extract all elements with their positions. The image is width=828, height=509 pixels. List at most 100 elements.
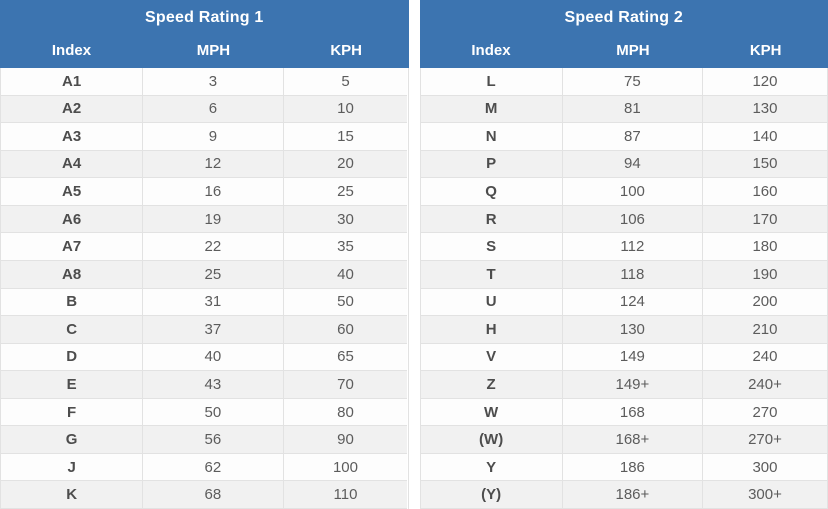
column-header-mph: MPH [616, 41, 650, 59]
table-title: Speed Rating 2 [419, 0, 828, 36]
mph-cell: 43 [143, 371, 284, 399]
index-cell: (W) [420, 426, 563, 454]
kph-cell: 270+ [703, 426, 827, 454]
kph-cell: 120 [703, 68, 827, 96]
mph-cell: 106 [562, 205, 703, 234]
index-cell: A5 [1, 178, 144, 206]
kph-cell: 60 [283, 316, 408, 344]
kph-cell: 150 [703, 150, 827, 179]
index-cell: A4 [1, 150, 144, 179]
index-cell: A1 [1, 68, 144, 96]
kph-cell: 40 [283, 260, 408, 289]
index-cell: L [420, 68, 563, 96]
index-cell: T [420, 260, 563, 289]
index-cell: H [420, 316, 563, 344]
mph-cell: 186 [562, 453, 703, 482]
kph-cell: 50 [283, 288, 408, 317]
kph-cell: 10 [283, 95, 408, 124]
kph-cell: 300 [703, 453, 827, 482]
mph-cell: 118 [562, 260, 703, 289]
column-header-row: Index MPH KPH [419, 36, 828, 68]
mph-cell: 130 [562, 316, 703, 344]
column-header-kph: KPH [330, 41, 363, 59]
table-body: L 75 120 M 81 130 N 87 140 P 94 150 Q 100 160 R 106 170 S 1… [419, 68, 828, 509]
index-cell: B [1, 288, 144, 317]
index-cell: A2 [1, 95, 144, 124]
index-cell: S [420, 233, 563, 261]
mph-cell: 124 [562, 288, 703, 317]
index-cell: W [420, 398, 563, 427]
speed-rating-table-1: Speed Rating 1 Index MPH KPH A1 3 5 A2 6 10 A3… [0, 0, 409, 509]
index-cell: U [420, 288, 563, 317]
kph-cell: 130 [703, 95, 827, 124]
mph-cell: 31 [143, 288, 284, 317]
index-cell: A7 [1, 233, 144, 261]
kph-cell: 270 [703, 398, 827, 427]
kph-cell: 180 [703, 233, 827, 261]
index-cell: Z [420, 371, 563, 399]
index-cell: (Y) [420, 481, 563, 509]
mph-cell: 68 [143, 481, 284, 509]
index-cell: N [420, 123, 563, 151]
index-cell: K [1, 481, 144, 509]
index-cell: Q [420, 178, 563, 206]
mph-cell: 9 [143, 123, 284, 151]
kph-cell: 100 [283, 453, 408, 482]
index-cell: A6 [1, 205, 144, 234]
kph-cell: 160 [703, 178, 827, 206]
kph-cell: 25 [283, 178, 408, 206]
index-cell: A8 [1, 260, 144, 289]
kph-cell: 5 [283, 68, 408, 96]
index-cell: R [420, 205, 563, 234]
index-cell: V [420, 343, 563, 372]
kph-cell: 20 [283, 150, 408, 179]
kph-cell: 90 [283, 426, 408, 454]
kph-cell: 80 [283, 398, 408, 427]
mph-cell: 75 [562, 68, 703, 96]
mph-cell: 25 [143, 260, 284, 289]
mph-cell: 168+ [562, 426, 703, 454]
index-cell: Y [420, 453, 563, 482]
mph-cell: 40 [143, 343, 284, 372]
mph-cell: 50 [143, 398, 284, 427]
mph-cell: 87 [562, 123, 703, 151]
index-cell: G [1, 426, 144, 454]
kph-cell: 190 [703, 260, 827, 289]
mph-cell: 100 [562, 178, 703, 206]
index-cell: A3 [1, 123, 144, 151]
kph-cell: 65 [283, 343, 408, 372]
index-cell: E [1, 371, 144, 399]
index-cell: M [420, 95, 563, 124]
mph-cell: 168 [562, 398, 703, 427]
mph-cell: 149 [562, 343, 703, 372]
kph-cell: 35 [283, 233, 408, 261]
mph-cell: 3 [143, 68, 284, 96]
index-cell: F [1, 398, 144, 427]
kph-cell: 210 [703, 316, 827, 344]
kph-cell: 240+ [703, 371, 827, 399]
mph-cell: 12 [143, 150, 284, 179]
kph-cell: 110 [283, 481, 408, 509]
kph-cell: 30 [283, 205, 408, 234]
mph-cell: 56 [143, 426, 284, 454]
column-header-row: Index MPH KPH [0, 36, 409, 68]
mph-cell: 94 [562, 150, 703, 179]
mph-cell: 19 [143, 205, 284, 234]
mph-cell: 22 [143, 233, 284, 261]
column-header-index: Index [471, 41, 511, 59]
speed-rating-table-2: Speed Rating 2 Index MPH KPH L 75 120 M 81 13… [419, 0, 828, 509]
index-cell: J [1, 453, 144, 482]
column-header-kph: KPH [749, 41, 782, 59]
kph-cell: 170 [703, 205, 827, 234]
mph-cell: 112 [562, 233, 703, 261]
kph-cell: 200 [703, 288, 827, 317]
mph-cell: 37 [143, 316, 284, 344]
mph-cell: 16 [143, 178, 284, 206]
kph-cell: 15 [283, 123, 408, 151]
index-cell: C [1, 316, 144, 344]
table-title: Speed Rating 1 [0, 0, 409, 36]
mph-cell: 81 [562, 95, 703, 124]
mph-cell: 62 [143, 453, 284, 482]
index-cell: P [420, 150, 563, 179]
